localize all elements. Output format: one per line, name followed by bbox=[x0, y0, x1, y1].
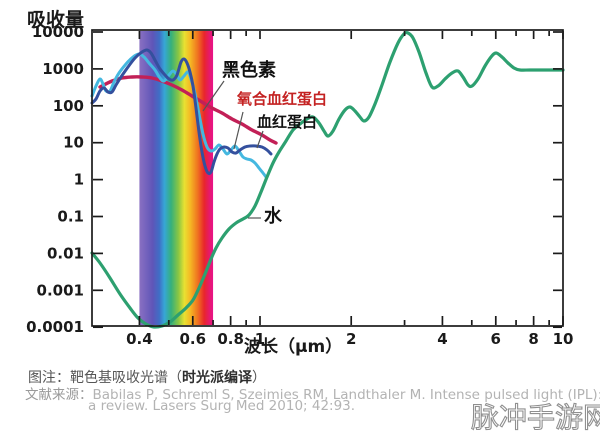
y-tick-label: 10 bbox=[63, 134, 84, 152]
caption-prefix: 图注：靶色基吸收光谱（ bbox=[28, 370, 182, 386]
y-tick-label: 0.01 bbox=[47, 244, 84, 262]
y-tick-label: 10000 bbox=[32, 23, 84, 41]
y-axis-title: 吸收量 bbox=[27, 9, 85, 31]
y-tick-label: 0.0001 bbox=[26, 318, 84, 336]
source-label: 文献来源： bbox=[25, 387, 93, 403]
x-tick-label: 4 bbox=[437, 330, 447, 348]
curve-water bbox=[90, 30, 565, 329]
x-tick-label: 0.8 bbox=[217, 330, 244, 348]
leader-line-melanin bbox=[202, 80, 225, 112]
reference-line-1: 文献来源：Babilas P, Schreml S, Szeimies RM, … bbox=[25, 383, 600, 403]
x-tick-label: 0.4 bbox=[126, 330, 153, 348]
y-tick-label: 100 bbox=[53, 97, 84, 115]
label-oxyhemoglobin: 氧合血红蛋白 bbox=[236, 90, 327, 108]
x-tick-label: 8 bbox=[528, 330, 538, 348]
visible-light-rainbow bbox=[139, 31, 214, 325]
plot-frame bbox=[91, 29, 564, 327]
x-tick-label: 2 bbox=[346, 330, 356, 348]
x-tick-label: 1 bbox=[255, 330, 265, 348]
spectra-curves bbox=[90, 30, 565, 329]
label-melanin: 黑色素 bbox=[222, 59, 276, 81]
leader-line-hemoglobin bbox=[256, 130, 264, 149]
curve-hemoglobin bbox=[90, 48, 273, 176]
visible-spectrum-band bbox=[139, 31, 214, 325]
axes-frame bbox=[91, 29, 564, 327]
leader-line-oxyhemoglobin bbox=[233, 111, 244, 150]
y-tick-label: 1 bbox=[74, 171, 84, 189]
y-tick-label: 1000 bbox=[42, 60, 84, 78]
caption-translator: 时光派编译 bbox=[182, 370, 252, 386]
axis-tick-labels: 10000 1000 100 10 1 0.1 0.01 0.001 0.0001 0.4 0.6 0… bbox=[26, 23, 573, 348]
reference-text-1: Babilas P, Schreml S, Szeimies RM, Landt… bbox=[92, 387, 600, 403]
reference-line-2: a review. Lasers Surg Med 2010; 42:93. bbox=[88, 398, 356, 414]
x-tick-label: 10 bbox=[553, 330, 574, 348]
y-tick-label: 0.001 bbox=[37, 281, 84, 299]
label-water: 水 bbox=[264, 205, 283, 227]
curve-melanin bbox=[98, 75, 278, 145]
x-axis-title: 波长（μm） bbox=[244, 337, 343, 357]
figure-caption: 图注：靶色基吸收光谱（时光派编译） bbox=[28, 367, 266, 387]
y-tick-label: 0.1 bbox=[57, 208, 84, 226]
x-tick-label: 0.6 bbox=[179, 330, 206, 348]
caption-suffix: ） bbox=[252, 370, 266, 386]
axis-ticks bbox=[93, 31, 564, 329]
watermark: 脉冲手游网 bbox=[470, 400, 600, 434]
label-hemoglobin: 血红蛋白 bbox=[257, 113, 317, 131]
x-tick-label: 6 bbox=[491, 330, 501, 348]
